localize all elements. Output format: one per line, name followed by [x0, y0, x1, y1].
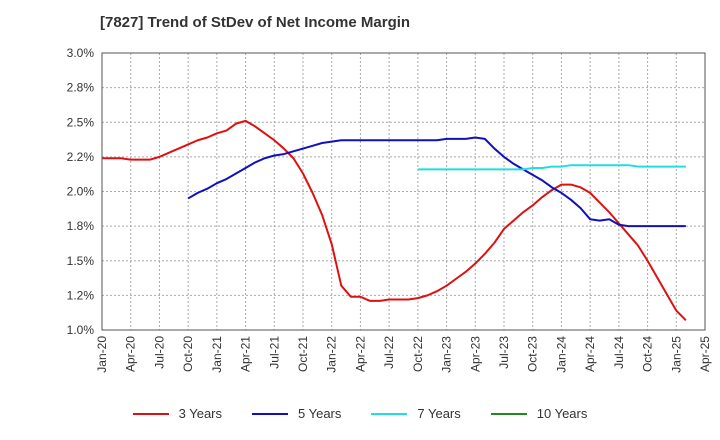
x-tick-label: Oct-21: [296, 336, 310, 372]
x-tick-label: Oct-23: [526, 336, 540, 372]
y-tick-label: 2.2%: [67, 150, 95, 164]
x-tick-label: Oct-22: [411, 336, 425, 372]
legend-label-5-years: 5 Years: [298, 406, 342, 421]
legend-label-10-years: 10 Years: [536, 406, 588, 421]
legend-swatch-3-years: [132, 412, 169, 415]
x-tick-label: Jan-24: [554, 336, 568, 373]
x-tick-label: Apr-21: [239, 336, 253, 372]
plot-area-frame: [101, 52, 706, 331]
chart-legend: 3 Years 5 Years 7 Years 10 Years: [0, 406, 720, 421]
y-tick-label: 2.0%: [67, 185, 95, 199]
x-tick-label: Apr-20: [124, 336, 138, 372]
y-tick-label: 1.0%: [67, 323, 95, 337]
x-tick-label: Jan-21: [210, 336, 224, 373]
legend-item-5-years: 5 Years: [252, 406, 341, 421]
legend-item-10-years: 10 Years: [490, 406, 588, 421]
series-line-5-years: [187, 136, 686, 228]
line-chart: 1.0% 1.2% 1.5% 1.8% 2.0% 2.2% 2.5% 2.8% 3.0% Jan-…: [67, 46, 712, 373]
legend-swatch-5-years: [252, 412, 288, 415]
chart-title: [7827] Trend of StDev of Net Income Marg…: [100, 14, 411, 31]
y-tick-label: 1.8%: [67, 219, 95, 233]
legend-swatch-10-years: [490, 412, 527, 415]
x-tick-label: Jul-20: [152, 336, 166, 369]
x-tick-label: Jan-25: [669, 336, 683, 373]
x-tick-label: Oct-20: [181, 336, 195, 372]
x-tick-label: Jan-23: [440, 336, 454, 373]
x-tick-label: Jul-23: [497, 336, 511, 369]
legend-item-7-years: 7 Years: [371, 406, 461, 421]
x-tick-label: Apr-24: [583, 336, 597, 372]
x-tick-label: Jul-21: [267, 336, 281, 369]
legend-label-3-years: 3 Years: [178, 406, 222, 421]
x-tick-label: Apr-25: [698, 336, 712, 372]
y-tick-label: 1.2%: [67, 288, 95, 302]
y-tick-label: 2.8%: [67, 81, 95, 95]
axis-layer: 1.0% 1.2% 1.5% 1.8% 2.0% 2.2% 2.5% 2.8% 3.0% Jan-…: [67, 46, 712, 373]
x-tick-label: Apr-22: [353, 336, 367, 372]
legend-item-3-years: 3 Years: [132, 406, 222, 421]
x-tick-label: Jan-22: [325, 336, 339, 373]
x-tick-label: Jul-22: [382, 336, 396, 369]
y-tick-label: 3.0%: [67, 46, 95, 60]
series-line-3-years: [102, 119, 687, 322]
x-tick-label: Jul-24: [612, 336, 626, 369]
legend-label-7-years: 7 Years: [417, 406, 461, 421]
x-tick-label: Jan-20: [95, 336, 109, 373]
series-line-7-years: [417, 164, 686, 171]
y-tick-label: 1.5%: [67, 254, 95, 268]
y-tick-label: 2.5%: [67, 115, 95, 129]
grid-layer: [101, 52, 706, 331]
legend-swatch-7-years: [371, 412, 408, 415]
x-tick-label: Oct-24: [641, 336, 655, 372]
series-layer: [102, 119, 687, 322]
x-tick-label: Apr-23: [468, 336, 482, 372]
